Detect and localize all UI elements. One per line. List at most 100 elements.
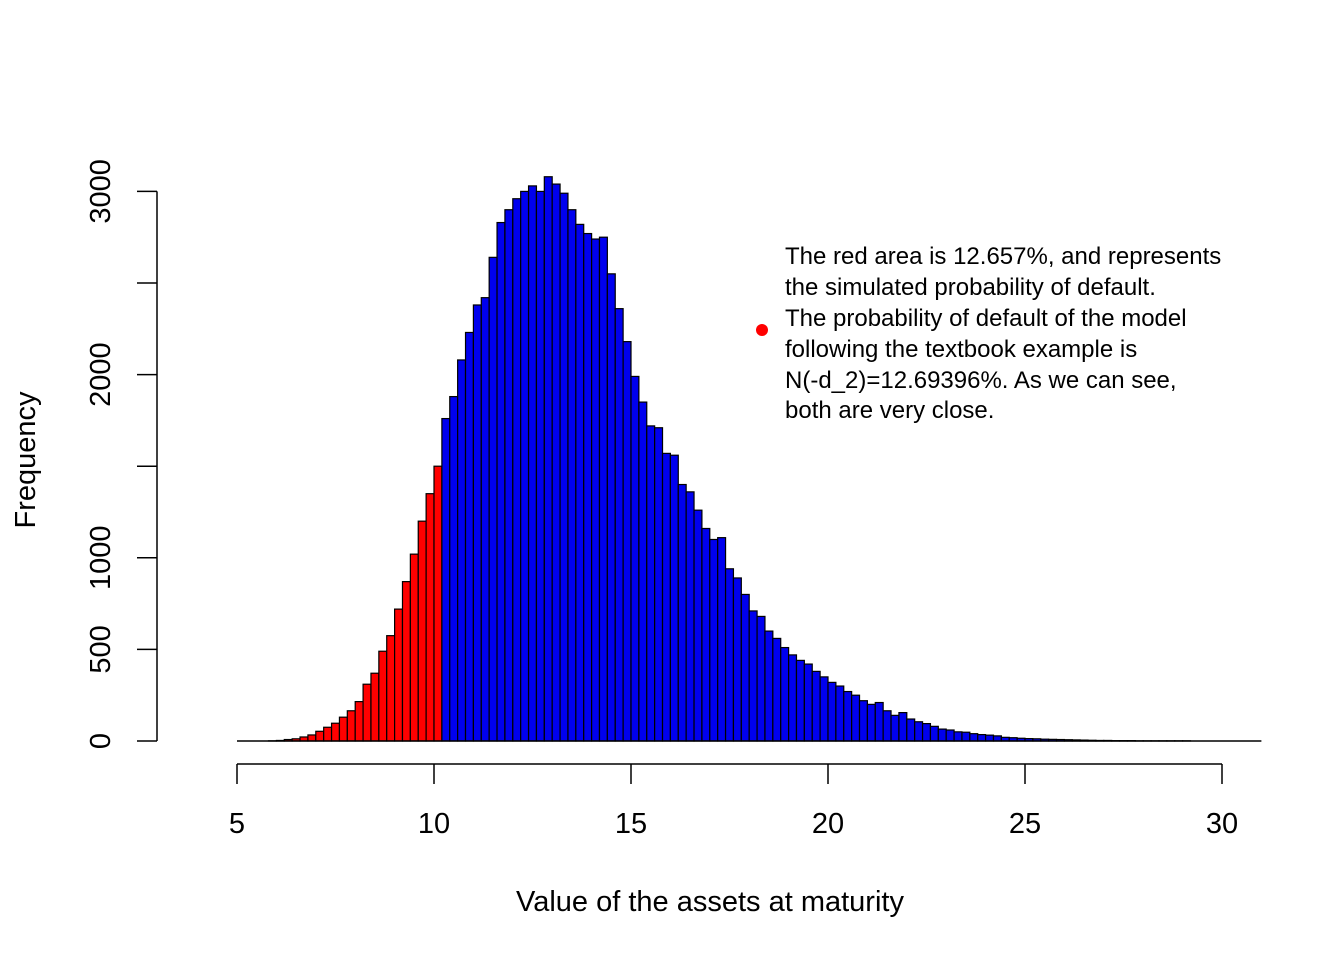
histogram-bar [535,190,545,742]
histogram-bar [740,593,750,742]
histogram-bar [898,711,908,742]
histogram-bar [701,527,711,742]
y-tick-label: 1000 [85,526,117,591]
histogram-bar [756,615,766,742]
histogram-bar [914,721,924,742]
histogram-bar [504,209,514,742]
histogram-bar [882,710,892,742]
y-tick-label: 0 [85,733,117,749]
legend-line-4: following the textbook example is [785,336,1137,363]
histogram-bar [787,654,798,742]
histogram-bar [575,223,585,742]
legend-line-1: The red area is 12.657%, and represents [785,243,1221,270]
histogram-bar [378,650,388,742]
histogram-bar [969,733,979,742]
histogram-bar [590,238,601,742]
histogram-bar [449,395,459,742]
histogram-bar [661,452,672,742]
histogram-bar [441,417,451,742]
histogram-bar [606,273,616,742]
histogram-bar [646,425,656,742]
histogram-bar [425,493,435,742]
histogram-bar [677,483,687,742]
histogram-bar [748,610,758,742]
x-tick-label: 10 [418,808,450,840]
histogram-bar [551,183,561,742]
histogram-bar [977,733,987,742]
legend-line-3: The probability of default of the model [785,305,1187,332]
legend-line-6: both are very close. [785,397,994,424]
legend-dot-icon [756,324,768,336]
histogram-bar [795,659,805,742]
histogram-bar [984,734,995,742]
histogram-bar [929,725,939,742]
y-tick-label: 3000 [85,159,117,224]
histogram-bar [567,209,577,742]
histogram-bar [772,637,782,742]
histogram-bar [464,331,474,742]
histogram-bar [362,683,372,742]
histogram-bar [354,701,364,742]
histogram-bar [992,735,1002,742]
histogram-bar [851,694,861,742]
histogram-bar [307,734,317,742]
histogram-bars [267,176,1192,742]
histogram-bar [401,581,411,742]
histogram-bar [945,729,955,742]
histogram-bar [338,716,348,742]
y-axis: 0 500 1000 2000 3000 [85,159,158,749]
histogram-bar [512,198,522,742]
histogram-bar [843,690,853,742]
y-axis-title: Frequency [10,391,42,529]
histogram-bar [315,730,325,742]
histogram-bar [409,553,419,742]
y-tick-label: 500 [85,625,117,673]
histogram-bar [346,710,356,742]
histogram-bar [480,297,490,742]
histogram-bar [472,304,482,742]
y-tick-label: 2000 [85,342,117,407]
x-tick-label: 5 [229,808,245,840]
histogram-bar [724,568,735,742]
histogram-bar [874,701,884,742]
x-axis-title: Value of the assets at maturity [516,886,904,918]
histogram-bar [496,221,506,742]
x-tick-label: 15 [615,808,647,840]
histogram-bar [803,663,813,742]
histogram-bar [732,577,742,742]
histogram-bar [394,608,404,742]
histogram-bar [693,509,703,742]
histogram-bar [953,731,963,742]
histogram-bar [669,454,679,742]
histogram-bar [890,714,900,742]
histogram-bar [827,681,837,742]
histogram-bar [559,192,569,742]
histogram-bar [323,726,333,742]
histogram-bar [717,537,727,742]
histogram-bar [520,190,530,742]
histogram-bar [638,401,648,742]
x-tick-label: 20 [812,808,844,840]
histogram-bar [330,722,341,742]
histogram-bar [583,232,593,742]
histogram-bar [614,308,624,742]
histogram-bar [937,728,947,742]
histogram-bar [417,520,427,742]
histogram-bar [598,236,608,742]
histogram-bar [906,718,916,742]
histogram-bar [961,731,971,742]
histogram-bar [811,670,821,742]
x-tick-label: 25 [1009,808,1041,840]
x-axis: 5 10 15 20 25 30 [229,763,1238,840]
histogram-bar [819,676,829,742]
histogram-bar [921,722,932,742]
histogram-bar [370,672,380,742]
histogram-bar [386,635,396,742]
histogram-bar [488,256,498,742]
histogram-bar [709,538,719,742]
histogram-bar [543,176,553,742]
histogram-bar [835,685,845,742]
histogram-bar [622,341,632,742]
histogram-bar [866,703,876,742]
